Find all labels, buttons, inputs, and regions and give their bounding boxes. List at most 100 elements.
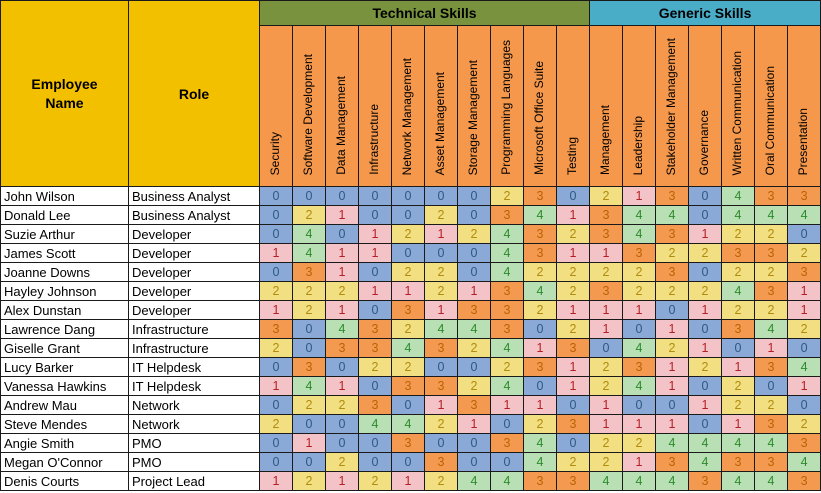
rating-cell[interactable]: 3 <box>523 357 557 377</box>
rating-cell[interactable]: 4 <box>721 471 756 491</box>
rating-cell[interactable]: 2 <box>622 433 657 453</box>
rating-cell[interactable]: 1 <box>325 243 359 263</box>
rating-cell[interactable]: 2 <box>721 395 756 415</box>
rating-cell[interactable]: 2 <box>391 224 425 244</box>
column-header-asset-management[interactable]: Asset Management <box>424 25 458 187</box>
employee-name-cell[interactable]: Donald Lee <box>0 205 129 225</box>
rating-cell[interactable]: 3 <box>391 300 425 320</box>
rating-cell[interactable]: 0 <box>754 376 789 396</box>
employee-name-cell[interactable]: Vanessa Hawkins <box>0 376 129 396</box>
rating-cell[interactable]: 2 <box>391 319 425 339</box>
rating-cell[interactable]: 1 <box>424 300 458 320</box>
rating-cell[interactable]: 1 <box>490 395 524 415</box>
rating-cell[interactable]: 2 <box>325 281 359 301</box>
rating-cell[interactable]: 3 <box>754 186 789 206</box>
rating-cell[interactable]: 2 <box>391 357 425 377</box>
rating-cell[interactable]: 0 <box>490 452 524 472</box>
rating-cell[interactable]: 0 <box>688 414 723 434</box>
rating-cell[interactable]: 4 <box>490 376 524 396</box>
rating-cell[interactable]: 3 <box>490 433 524 453</box>
rating-cell[interactable]: 4 <box>622 471 657 491</box>
employee-name-cell[interactable]: Andrew Mau <box>0 395 129 415</box>
rating-cell[interactable]: 2 <box>490 186 524 206</box>
rating-cell[interactable]: 2 <box>688 281 723 301</box>
employee-name-cell[interactable]: Lawrence Dang <box>0 319 129 339</box>
rating-cell[interactable]: 1 <box>259 471 293 491</box>
role-cell[interactable]: Developer <box>128 262 260 282</box>
column-header-data-management[interactable]: Data Management <box>325 25 359 187</box>
rating-cell[interactable]: 0 <box>424 186 458 206</box>
rating-cell[interactable]: 0 <box>688 319 723 339</box>
rating-cell[interactable]: 3 <box>787 471 821 491</box>
rating-cell[interactable]: 4 <box>787 452 821 472</box>
rating-cell[interactable]: 0 <box>655 395 690 415</box>
rating-cell[interactable]: 3 <box>457 300 491 320</box>
rating-cell[interactable]: 2 <box>358 471 392 491</box>
rating-cell[interactable]: 2 <box>292 300 326 320</box>
rating-cell[interactable]: 3 <box>655 262 690 282</box>
rating-cell[interactable]: 4 <box>721 433 756 453</box>
rating-cell[interactable]: 1 <box>391 281 425 301</box>
rating-cell[interactable]: 0 <box>391 452 425 472</box>
rating-cell[interactable]: 0 <box>358 186 392 206</box>
rating-cell[interactable]: 3 <box>325 338 359 358</box>
rating-cell[interactable]: 0 <box>325 186 359 206</box>
rating-cell[interactable]: 3 <box>754 452 789 472</box>
rating-cell[interactable]: 3 <box>787 262 821 282</box>
rating-cell[interactable]: 3 <box>555 338 591 358</box>
rating-cell[interactable]: 0 <box>688 376 723 396</box>
column-header-governance[interactable]: Governance <box>688 25 723 187</box>
employee-name-cell[interactable]: Hayley Johnson <box>0 281 129 301</box>
employee-name-cell[interactable]: Angie Smith <box>0 433 129 453</box>
rating-cell[interactable]: 1 <box>622 186 657 206</box>
rating-cell[interactable]: 0 <box>490 414 524 434</box>
rating-cell[interactable]: 2 <box>622 262 657 282</box>
rating-cell[interactable]: 0 <box>292 186 326 206</box>
rating-cell[interactable]: 4 <box>655 433 690 453</box>
rating-cell[interactable]: 1 <box>688 395 723 415</box>
rating-cell[interactable]: 2 <box>292 395 326 415</box>
rating-cell[interactable]: 4 <box>292 224 326 244</box>
rating-cell[interactable]: 1 <box>589 414 624 434</box>
rating-cell[interactable]: 0 <box>457 433 491 453</box>
rating-cell[interactable]: 3 <box>523 243 557 263</box>
rating-cell[interactable]: 1 <box>622 300 657 320</box>
rating-cell[interactable]: 4 <box>490 243 524 263</box>
rating-cell[interactable]: 2 <box>721 224 756 244</box>
rating-cell[interactable]: 0 <box>424 357 458 377</box>
rating-cell[interactable]: 4 <box>655 471 690 491</box>
rating-cell[interactable]: 0 <box>325 224 359 244</box>
rating-cell[interactable]: 1 <box>259 376 293 396</box>
rating-cell[interactable]: 4 <box>622 224 657 244</box>
role-cell[interactable]: Infrastructure <box>128 319 260 339</box>
role-cell[interactable]: Developer <box>128 300 260 320</box>
column-header-oral-communication[interactable]: Oral Communication <box>754 25 789 187</box>
column-header-network-management[interactable]: Network Management <box>391 25 425 187</box>
rating-cell[interactable]: 0 <box>325 414 359 434</box>
rating-cell[interactable]: 4 <box>754 205 789 225</box>
rating-cell[interactable]: 2 <box>259 338 293 358</box>
rating-cell[interactable]: 3 <box>754 414 789 434</box>
rating-cell[interactable]: 3 <box>358 395 392 415</box>
rating-cell[interactable]: 4 <box>490 471 524 491</box>
rating-cell[interactable]: 0 <box>589 338 624 358</box>
rating-cell[interactable]: 0 <box>688 186 723 206</box>
rating-cell[interactable]: 2 <box>721 376 756 396</box>
rating-cell[interactable]: 0 <box>259 395 293 415</box>
rating-cell[interactable]: 3 <box>754 357 789 377</box>
rating-cell[interactable]: 4 <box>787 357 821 377</box>
role-cell[interactable]: IT Helpdesk <box>128 376 260 396</box>
rating-cell[interactable]: 3 <box>721 319 756 339</box>
rating-cell[interactable]: 1 <box>787 300 821 320</box>
employee-name-cell[interactable]: John Wilson <box>0 186 129 206</box>
rating-cell[interactable]: 1 <box>589 243 624 263</box>
rating-cell[interactable]: 1 <box>325 376 359 396</box>
rating-cell[interactable]: 1 <box>292 433 326 453</box>
rating-cell[interactable]: 3 <box>457 395 491 415</box>
rating-cell[interactable]: 2 <box>358 357 392 377</box>
rating-cell[interactable]: 1 <box>688 338 723 358</box>
rating-cell[interactable]: 4 <box>292 243 326 263</box>
rating-cell[interactable]: 1 <box>555 357 591 377</box>
rating-cell[interactable]: 3 <box>589 224 624 244</box>
rating-cell[interactable]: 3 <box>589 281 624 301</box>
